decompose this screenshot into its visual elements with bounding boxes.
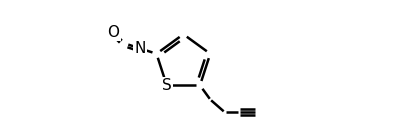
Text: N: N [134, 41, 145, 56]
Text: O: O [107, 25, 119, 40]
Text: S: S [162, 78, 172, 93]
